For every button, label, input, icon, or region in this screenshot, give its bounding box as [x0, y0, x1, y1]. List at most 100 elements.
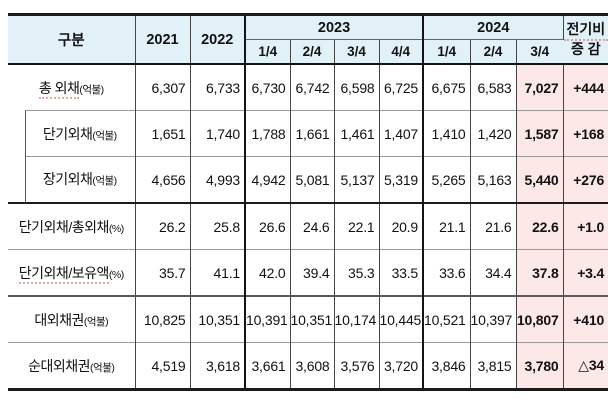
value-cell: 26.2 [135, 202, 191, 250]
change-value-cell: +1.0 [563, 202, 609, 250]
table-row: 총 외채(억불) 6,307 6,733 6,730 6,742 6,598 6,725 6,… [8, 64, 609, 111]
row-label: 대외채권(억불) [8, 295, 136, 343]
value-cell: 1,651 [135, 110, 191, 157]
value-cell: 39.4 [290, 249, 335, 296]
value-cell: 35.3 [334, 249, 380, 296]
value-cell: 42.0 [245, 249, 291, 296]
change-value-cell: +3.4 [563, 249, 609, 296]
value-cell: 5,319 [379, 156, 425, 203]
value-cell: 10,351 [290, 295, 335, 343]
quarter-header: 4/4 [379, 39, 425, 65]
value-cell: 24.6 [290, 202, 335, 250]
value-cell: 21.6 [470, 202, 517, 250]
value-cell: 3,618 [190, 342, 246, 390]
year-header-2021: 2021 [135, 14, 191, 65]
value-cell: 3,661 [245, 342, 291, 390]
row-label: 순대외채권(억불) [8, 342, 136, 390]
value-cell: 26.6 [245, 202, 291, 250]
value-cell: 4,519 [135, 342, 191, 390]
row-label-unit: (억불) [79, 83, 104, 96]
value-cell: 7,027 [516, 64, 564, 111]
year-group-2024: 2024 [423, 14, 564, 40]
value-cell: 4,942 [245, 156, 291, 203]
row-label: 단기외채/보유액(%) [8, 249, 136, 296]
value-cell: 3,780 [516, 342, 564, 390]
table-row: 단기외채/보유액(%) 35.7 41.1 42.0 39.4 35.3 33.5 33.6 3… [8, 249, 609, 296]
value-cell: 10,445 [379, 295, 425, 343]
table-body: 총 외채(억불) 6,307 6,733 6,730 6,742 6,598 6,725 6,… [8, 64, 609, 390]
value-cell: 37.8 [516, 249, 564, 296]
value-cell: 21.1 [423, 202, 471, 250]
row-label-text: 순대외채권 [28, 357, 91, 374]
value-cell: 6,733 [190, 64, 246, 111]
table-row: 단기외채/총외채(%) 26.2 25.8 26.6 24.6 22.1 20.9 21.1 2… [8, 202, 609, 250]
quarter-header: 3/4 [334, 39, 380, 65]
value-cell: 34.4 [470, 249, 517, 296]
value-cell: 5,440 [516, 156, 564, 203]
year-group-2023: 2023 [245, 14, 425, 40]
row-label-unit: (억불) [90, 361, 115, 374]
value-cell: 3,608 [290, 342, 335, 390]
table-row: 순대외채권(억불) 4,519 3,618 3,661 3,608 3,576 3,720 3… [8, 342, 609, 390]
change-value-cell: +168 [563, 110, 609, 157]
value-cell: 6,730 [245, 64, 291, 111]
value-cell: 6,742 [290, 64, 335, 111]
value-cell: 4,993 [190, 156, 246, 203]
value-cell: 5,163 [470, 156, 517, 203]
row-label-unit: (억불) [92, 129, 117, 142]
row-label-text: 총 외채 [38, 79, 80, 99]
table-row: 장기외채(억불) 4,656 4,993 4,942 5,081 5,137 5,319 5,… [8, 155, 609, 203]
value-cell: 3,576 [334, 342, 380, 390]
value-cell: 1,587 [516, 110, 564, 157]
value-cell: 6,725 [379, 64, 425, 111]
value-cell: 6,583 [470, 64, 517, 111]
value-cell: 10,397 [470, 295, 517, 343]
row-label-text: 단기외채/보유액 [18, 264, 109, 284]
table-header: 구분 2021 2022 2023 2024 전기비 증 감 1/4 2/4 3… [8, 14, 609, 65]
row-label-text: 대외채권 [34, 311, 84, 328]
row-label: 단기외채/총외채(%) [8, 202, 136, 250]
value-cell: 22.6 [516, 202, 564, 250]
row-label-text: 단기외채/총외채 [18, 218, 110, 235]
value-cell: 33.5 [379, 249, 425, 296]
change-header-line1: 전기비 [563, 21, 609, 41]
value-cell: 1,461 [334, 110, 380, 157]
change-value-cell: +444 [563, 64, 609, 111]
row-label: 단기외채(억불) [8, 109, 136, 157]
value-cell: 5,137 [334, 156, 380, 203]
value-cell: 1,740 [190, 110, 246, 157]
quarter-header: 2/4 [290, 39, 335, 65]
value-cell: 1,661 [290, 110, 335, 157]
value-cell: 3,815 [470, 342, 517, 390]
row-label-unit: (%) [108, 222, 124, 235]
value-cell: 22.1 [334, 202, 380, 250]
table-row: 대외채권(억불) 10,825 10,351 10,391 10,351 10,174 10… [8, 295, 609, 343]
value-cell: 10,351 [190, 295, 246, 343]
header-row-quarters: 1/4 2/4 3/4 4/4 1/4 2/4 3/4 [8, 39, 608, 65]
year-header-2022: 2022 [190, 14, 246, 65]
row-label-text: 장기외채 [42, 171, 93, 188]
change-value-cell: △34 [563, 342, 609, 390]
value-cell: 10,521 [423, 295, 471, 343]
corner-header-cell: 구분 [8, 14, 136, 65]
value-cell: 10,825 [135, 295, 191, 343]
value-cell: 35.7 [135, 249, 191, 296]
change-value-cell: +276 [563, 156, 609, 203]
value-cell: 3,846 [423, 342, 471, 390]
row-label: 장기외채(억불) [8, 155, 136, 203]
value-cell: 1,407 [379, 110, 425, 157]
value-cell: 6,675 [423, 64, 471, 111]
value-cell: 41.1 [190, 249, 246, 296]
change-value-cell: +410 [563, 295, 609, 343]
row-label-unit: (%) [108, 268, 124, 281]
external-debt-table: 구분 2021 2022 2023 2024 전기비 증 감 1/4 2/4 3… [8, 13, 609, 391]
value-cell: 10,391 [245, 295, 291, 343]
row-label-text: 단기외채 [42, 125, 93, 142]
row-label: 총 외채(억불) [8, 64, 136, 111]
value-cell: 10,807 [516, 295, 564, 343]
value-cell: 10,174 [334, 295, 380, 343]
change-column-header: 전기비 증 감 [563, 14, 609, 65]
value-cell: 3,720 [379, 342, 425, 390]
value-cell: 25.8 [190, 202, 246, 250]
